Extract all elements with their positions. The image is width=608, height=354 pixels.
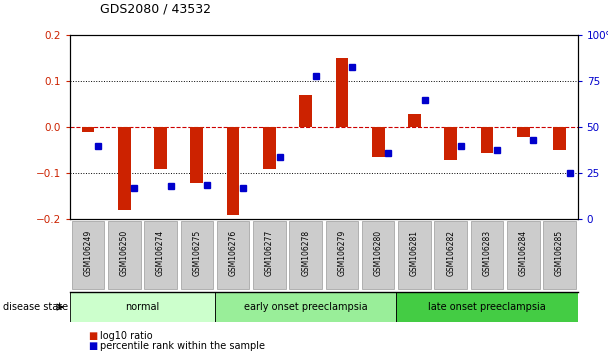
FancyBboxPatch shape [289,221,322,289]
Bar [372,127,384,157]
Bar [154,127,167,169]
Bar [81,127,94,132]
FancyBboxPatch shape [434,221,467,289]
FancyBboxPatch shape [215,292,396,322]
Text: GDS2080 / 43532: GDS2080 / 43532 [100,3,212,16]
Text: GSM106279: GSM106279 [337,230,347,276]
FancyBboxPatch shape [181,221,213,289]
Text: normal: normal [125,302,159,312]
Bar [480,127,493,153]
Text: GSM106276: GSM106276 [229,230,238,276]
Text: late onset preeclampsia: late onset preeclampsia [428,302,546,312]
Text: GSM106278: GSM106278 [301,230,310,276]
FancyBboxPatch shape [325,221,358,289]
Bar [444,127,457,160]
FancyBboxPatch shape [72,221,105,289]
Bar [336,58,348,127]
FancyBboxPatch shape [543,221,576,289]
FancyBboxPatch shape [507,221,539,289]
FancyBboxPatch shape [108,221,140,289]
Text: GSM106274: GSM106274 [156,230,165,276]
Text: GSM106285: GSM106285 [555,230,564,276]
Bar [299,95,312,127]
Bar [553,127,566,150]
Text: GSM106249: GSM106249 [83,230,92,276]
Bar [517,127,530,137]
FancyBboxPatch shape [396,292,578,322]
Text: GSM106280: GSM106280 [374,230,382,276]
Text: percentile rank within the sample: percentile rank within the sample [100,341,265,351]
FancyBboxPatch shape [398,221,430,289]
FancyBboxPatch shape [144,221,177,289]
Bar [190,127,203,183]
Text: log10 ratio: log10 ratio [100,331,153,341]
Text: disease state: disease state [3,302,68,312]
Text: GSM106284: GSM106284 [519,230,528,276]
FancyBboxPatch shape [362,221,395,289]
Bar [408,114,421,127]
Text: GSM106250: GSM106250 [120,230,129,276]
Text: early onset preeclampsia: early onset preeclampsia [244,302,367,312]
Text: GSM106277: GSM106277 [265,230,274,276]
Text: GSM106283: GSM106283 [482,230,491,276]
Bar [263,127,275,169]
Text: GSM106282: GSM106282 [446,230,455,276]
FancyBboxPatch shape [253,221,286,289]
Text: GSM106275: GSM106275 [192,230,201,276]
Bar [118,127,131,210]
FancyBboxPatch shape [471,221,503,289]
Text: ■: ■ [88,331,97,341]
FancyBboxPatch shape [217,221,249,289]
FancyBboxPatch shape [70,292,215,322]
Text: ■: ■ [88,341,97,351]
Bar [227,127,240,215]
Text: GSM106281: GSM106281 [410,230,419,276]
